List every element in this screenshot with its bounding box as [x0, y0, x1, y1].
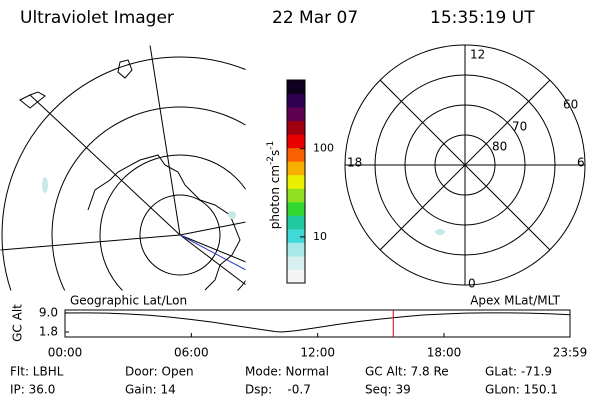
label-part: -1 — [266, 141, 276, 150]
info-field: GLon: 150.1 — [485, 383, 558, 397]
info-field: Mode: Normal — [245, 365, 329, 379]
date: 22 Mar 07 — [272, 8, 358, 28]
y-tick-label: 1.8 — [39, 324, 58, 338]
info-field: Seq: 39 — [365, 383, 411, 397]
altitude-line — [64, 312, 571, 333]
title: Ultraviolet Imager — [20, 8, 174, 28]
color-band — [287, 201, 305, 216]
info-field: IP: 36.0 — [10, 383, 55, 397]
color-band — [287, 161, 305, 176]
colorbar-label: photon cm-2s-1 — [266, 141, 282, 230]
mlat-label: 60 — [563, 98, 578, 112]
x-tick-label: 23:59 — [553, 346, 588, 360]
color-band — [287, 255, 305, 270]
right-label: Apex MLat/MLT — [470, 294, 560, 308]
mlt-label: 0 — [468, 277, 476, 291]
time: 15:35:19 UT — [430, 8, 535, 28]
info-field: Dsp: -0.7 — [245, 383, 311, 397]
color-band — [287, 147, 305, 162]
info-field: GLat: -71.9 — [485, 365, 552, 379]
color-band — [287, 80, 305, 95]
color-band — [287, 120, 305, 135]
mlt-label: 12 — [470, 48, 485, 62]
x-tick-label: 06:00 — [174, 346, 209, 360]
mlt-label: 6 — [577, 156, 585, 170]
color-band — [287, 269, 305, 284]
info-field: Door: Open — [125, 365, 194, 379]
x-tick-label: 12:00 — [300, 346, 335, 360]
geo-map — [0, 45, 246, 291]
left-label: Geographic Lat/Lon — [70, 294, 187, 308]
label-part: photon cm — [268, 165, 282, 229]
color-band — [287, 188, 305, 203]
mlt-label: 18 — [347, 156, 362, 170]
info-field: Gain: 14 — [125, 383, 176, 397]
color-band — [287, 107, 305, 122]
color-band — [287, 93, 305, 108]
color-band — [287, 174, 305, 189]
y-tick-label: 9.0 — [39, 305, 58, 319]
polar-plot: 12 18 6 0 60 70 80 — [344, 44, 586, 291]
color-band — [287, 134, 305, 149]
info-field: Flt: LBHL — [10, 365, 64, 379]
info-panel: Flt: LBHL Door: Open Mode: Normal GC Alt: 7… — [10, 365, 558, 397]
mlat-label: 80 — [492, 140, 507, 154]
label-part: s — [268, 150, 282, 156]
info-field: GC Alt: 7.8 Re — [365, 365, 449, 379]
color-band — [287, 242, 305, 257]
color-band — [287, 228, 305, 243]
label-part: -2 — [266, 156, 276, 165]
cb-tick-label: 100 — [313, 142, 334, 155]
plot-frame — [64, 309, 571, 338]
y-label: GC Alt — [11, 304, 25, 342]
mlat-label: 70 — [512, 120, 527, 134]
cb-tick-label: 10 — [313, 230, 327, 243]
color-band — [287, 215, 305, 230]
x-tick-label: 18:00 — [427, 346, 462, 360]
x-tick-label: 00:00 — [48, 346, 83, 360]
colorbar-frame — [286, 79, 306, 284]
